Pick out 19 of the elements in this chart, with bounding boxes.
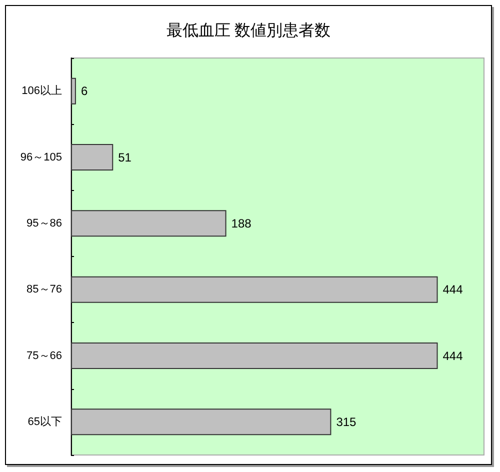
bar [71,342,438,369]
bar [71,276,438,303]
y-tick-label: 96～105 [20,151,62,164]
data-label: 315 [336,414,357,429]
chart-title: 最低血圧 数値別患者数 [166,22,331,40]
y-tick-label: 65以下 [28,414,62,428]
y-tick-label: 106以上 [22,84,62,98]
data-label: 51 [118,150,132,164]
data-label: 444 [442,348,464,363]
bar [71,408,332,436]
bar [71,210,226,237]
bar [71,78,76,104]
data-label: 444 [442,282,464,297]
y-tick-label: 95～86 [26,217,62,230]
bar [71,144,114,170]
data-label: 188 [231,216,252,230]
y-tick-label: 85～76 [26,284,62,296]
data-label: 6 [80,84,88,98]
y-tick-label: 75～66 [26,350,62,362]
